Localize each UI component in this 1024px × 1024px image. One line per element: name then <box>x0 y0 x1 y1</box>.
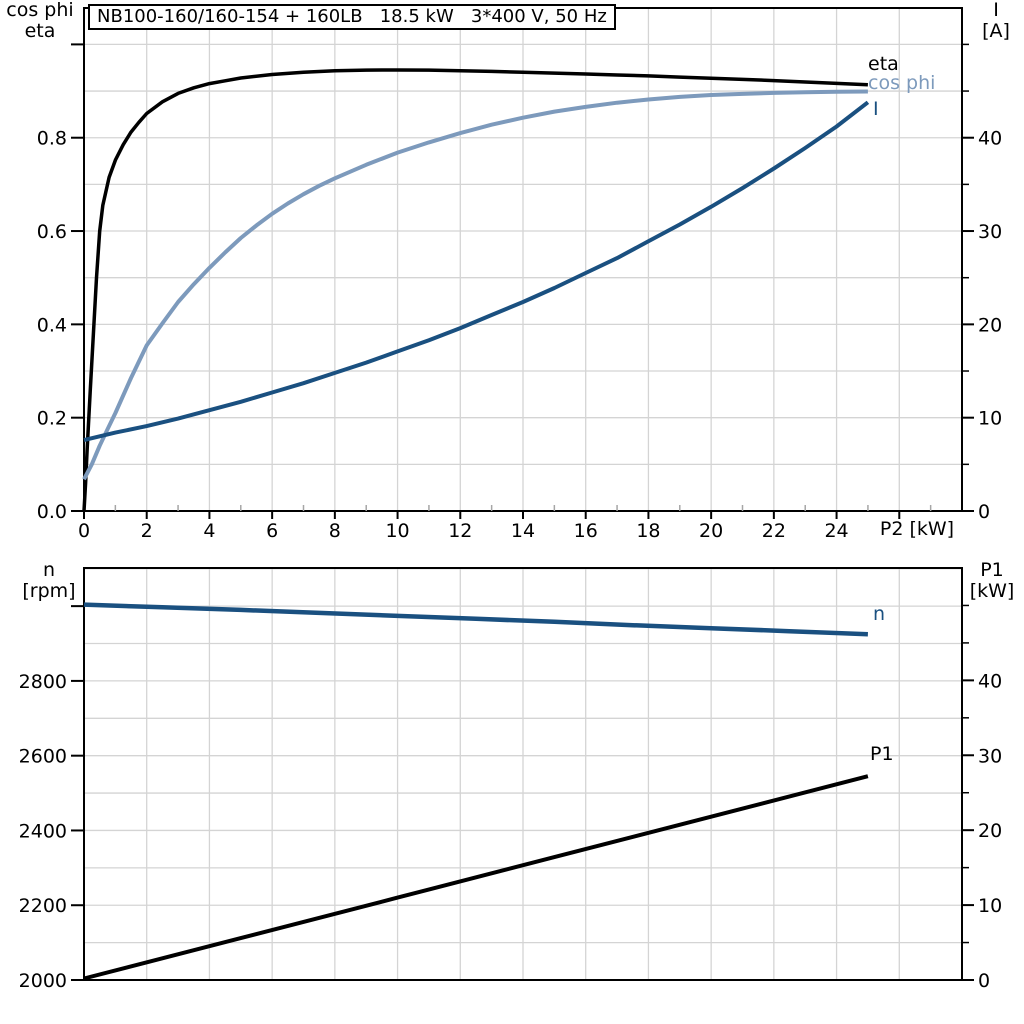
svg-text:12: 12 <box>448 520 472 542</box>
chart-2: 2000 2200 2400 2600 2800 0 10 20 30 40 <box>19 567 1002 992</box>
x-axis-title: P2 [kW] <box>879 518 955 540</box>
svg-text:20: 20 <box>978 820 1002 842</box>
svg-text:0.2: 0.2 <box>37 408 67 430</box>
svg-text:0.8: 0.8 <box>37 128 67 150</box>
svg-text:0.4: 0.4 <box>37 314 67 336</box>
svg-text:22: 22 <box>762 520 786 542</box>
svg-text:2400: 2400 <box>19 820 67 842</box>
p1-axis-label: P1 <box>980 559 1004 581</box>
p1-axis-unit: [kW] <box>969 580 1015 602</box>
svg-text:16: 16 <box>574 520 598 542</box>
svg-text:14: 14 <box>511 520 535 542</box>
svg-text:24: 24 <box>824 520 848 542</box>
svg-text:18: 18 <box>636 520 660 542</box>
svg-text:10: 10 <box>978 895 1002 917</box>
svg-text:40: 40 <box>978 128 1002 150</box>
svg-text:20: 20 <box>978 314 1002 336</box>
svg-text:2600: 2600 <box>19 746 67 768</box>
svg-text:4: 4 <box>203 520 215 542</box>
speed-curve-label: n <box>873 603 886 625</box>
current-curve-label: I <box>873 98 879 120</box>
curve-speed <box>83 602 868 637</box>
svg-text:0.6: 0.6 <box>37 221 67 243</box>
eta-curve-label: eta <box>868 53 899 75</box>
svg-text:6: 6 <box>266 520 278 542</box>
svg-text:0.0: 0.0 <box>37 501 67 523</box>
p1-curve-label: P1 <box>870 743 894 765</box>
svg-text:40: 40 <box>978 670 1002 692</box>
svg-text:10: 10 <box>978 408 1002 430</box>
svg-text:30: 30 <box>978 221 1002 243</box>
cos-phi-axis-label: cos phi <box>6 0 74 21</box>
svg-text:2000: 2000 <box>19 970 67 992</box>
chart-1: 0 2 4 6 8 10 12 14 16 18 20 22 240.00.20.40.60.80102… <box>37 7 1002 542</box>
left-axis-title-bottom-chart: n [rpm] <box>14 560 84 602</box>
curve-current <box>83 100 870 443</box>
speed-axis-label: n <box>42 559 56 581</box>
svg-text:2: 2 <box>141 520 153 542</box>
left-axis-title-top-chart: cos phi eta <box>2 0 78 42</box>
right-axis-title-bottom-chart: P1 [kW] <box>962 560 1022 602</box>
svg-text:10: 10 <box>385 520 409 542</box>
curve-eta <box>82 68 868 512</box>
cos-phi-curve-label: cos phi <box>868 72 936 94</box>
chart-title: NB100-160/160-154 + 160LB 18.5 kW 3*400 … <box>88 4 616 30</box>
svg-text:8: 8 <box>329 520 341 542</box>
svg-text:20: 20 <box>699 520 723 542</box>
eta-axis-label: eta <box>24 20 56 42</box>
svg-text:30: 30 <box>978 745 1002 767</box>
current-axis-label: I <box>993 0 999 21</box>
svg-text:0: 0 <box>978 501 990 523</box>
svg-text:0: 0 <box>978 970 990 992</box>
speed-axis-unit: [rpm] <box>22 580 76 602</box>
svg-text:0: 0 <box>78 520 90 542</box>
curve-cos-phi <box>82 89 868 481</box>
current-axis-unit: [A] <box>982 20 1010 42</box>
svg-text:2800: 2800 <box>19 671 67 693</box>
svg-text:2200: 2200 <box>19 895 67 917</box>
curve-p1 <box>83 774 869 981</box>
right-axis-title-top-chart: I [A] <box>972 0 1020 42</box>
